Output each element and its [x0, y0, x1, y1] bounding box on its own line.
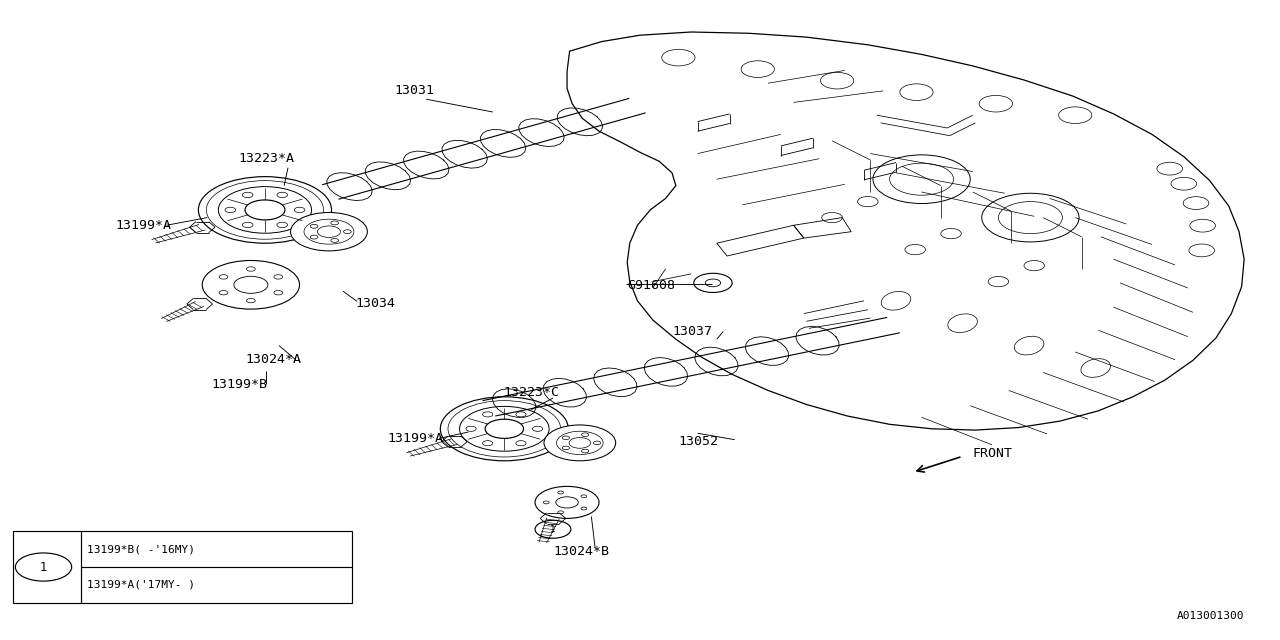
Text: FRONT: FRONT — [973, 447, 1012, 460]
Text: 13199*A: 13199*A — [115, 219, 172, 232]
Circle shape — [198, 177, 332, 243]
FancyBboxPatch shape — [13, 531, 352, 603]
Circle shape — [544, 425, 616, 461]
Text: 13024*B: 13024*B — [553, 545, 609, 558]
Text: 13024*A: 13024*A — [246, 353, 302, 366]
Text: 13199*A('17MY- ): 13199*A('17MY- ) — [87, 580, 195, 590]
Text: 13199*A: 13199*A — [388, 432, 444, 445]
Text: 13199*B( -'16MY): 13199*B( -'16MY) — [87, 544, 195, 554]
Text: 13034: 13034 — [356, 297, 396, 310]
Circle shape — [440, 397, 568, 461]
Text: 13037: 13037 — [672, 325, 712, 338]
Circle shape — [535, 486, 599, 518]
Text: 13199*B: 13199*B — [211, 378, 268, 390]
Text: 13223*C: 13223*C — [503, 387, 559, 399]
Text: G91608: G91608 — [627, 279, 676, 292]
Text: 1: 1 — [550, 525, 556, 534]
Text: A013001300: A013001300 — [1176, 611, 1244, 621]
Circle shape — [202, 260, 300, 309]
Text: 1: 1 — [40, 561, 47, 573]
Text: 13052: 13052 — [678, 435, 718, 448]
Text: 13031: 13031 — [394, 84, 434, 97]
Circle shape — [291, 212, 367, 251]
Text: 13223*A: 13223*A — [238, 152, 294, 165]
